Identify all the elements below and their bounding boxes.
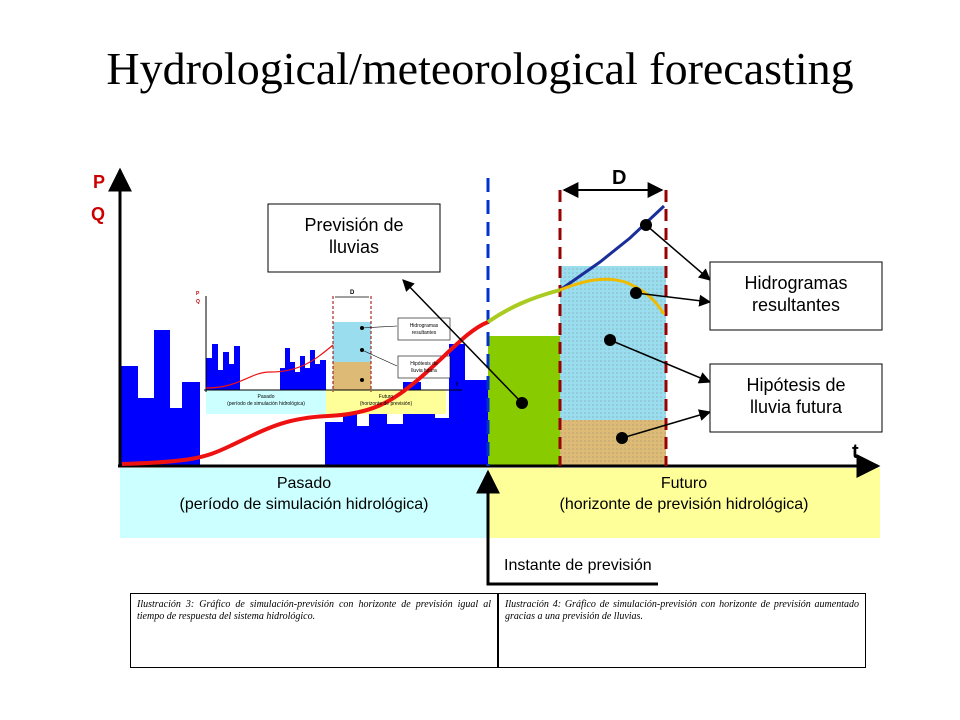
hydrograph-middle <box>559 277 666 315</box>
caption-left: Ilustración 3: Gráfico de simulación-pre… <box>130 593 498 668</box>
forecast-flow-curve <box>486 288 561 324</box>
inset-axis-t: t <box>456 382 458 388</box>
slide-title: Hydrological/meteorological forecasting <box>106 43 854 94</box>
inset-future-1: Futuro <box>379 394 394 400</box>
horizon-label: D <box>612 167 626 189</box>
hydrographs-line-2: resultantes <box>752 295 840 315</box>
inset-figure <box>204 296 462 414</box>
forecast-instant-arrow <box>476 469 658 586</box>
inset-axis-p: P <box>196 291 200 297</box>
observed-flow-curve <box>121 320 489 466</box>
future-rain-scenarios <box>560 266 666 466</box>
rain-hypothesis-box <box>709 363 883 433</box>
hydrographs-box <box>709 261 883 331</box>
axis-label-q: Q <box>91 204 105 224</box>
rain-hypothesis-line-2: lluvia futura <box>750 397 843 417</box>
hydrographs-line-1: Hidrogramas <box>744 273 847 293</box>
inset-hydro-1: Hidrogramas <box>410 323 439 329</box>
axis-label-t: t <box>852 441 859 463</box>
inset-hydro-2: resultantes <box>412 330 437 336</box>
rain-forecast-line-1: Previsión de <box>304 215 403 235</box>
inset-future-2: (horizonte de previsión) <box>360 401 413 407</box>
inset-past-1: Pasado <box>258 394 275 400</box>
axis-label-p: P <box>93 172 105 192</box>
forecast-instant-label: Instante de previsión <box>504 557 652 574</box>
past-label-1: Pasado <box>277 475 331 492</box>
inset-axis-q: Q <box>196 299 200 305</box>
past-label-2: (período de simulación hidrológica) <box>179 496 428 513</box>
rain-forecast-box <box>267 203 441 273</box>
future-band <box>488 468 880 538</box>
inset-hyp-2: lluvia futura <box>411 368 437 374</box>
rain-forecast-line-2: lluvias <box>329 237 379 257</box>
rain-hypothesis-line-1: Hipótesis de <box>746 375 845 395</box>
leader-lines <box>402 224 712 439</box>
inset-past-2: (período de simulación hidrológica) <box>227 401 305 407</box>
observed-rain-bars <box>120 330 488 466</box>
past-band <box>120 468 488 538</box>
caption-right: Ilustración 4: Gráfico de simulación-pre… <box>498 593 866 668</box>
inset-horizon: D <box>350 290 355 296</box>
inset-hyp-1: Hipótesis de <box>410 361 438 367</box>
future-label-1: Futuro <box>661 475 707 492</box>
future-label-2: (horizonte de previsión hidrológica) <box>559 496 808 513</box>
